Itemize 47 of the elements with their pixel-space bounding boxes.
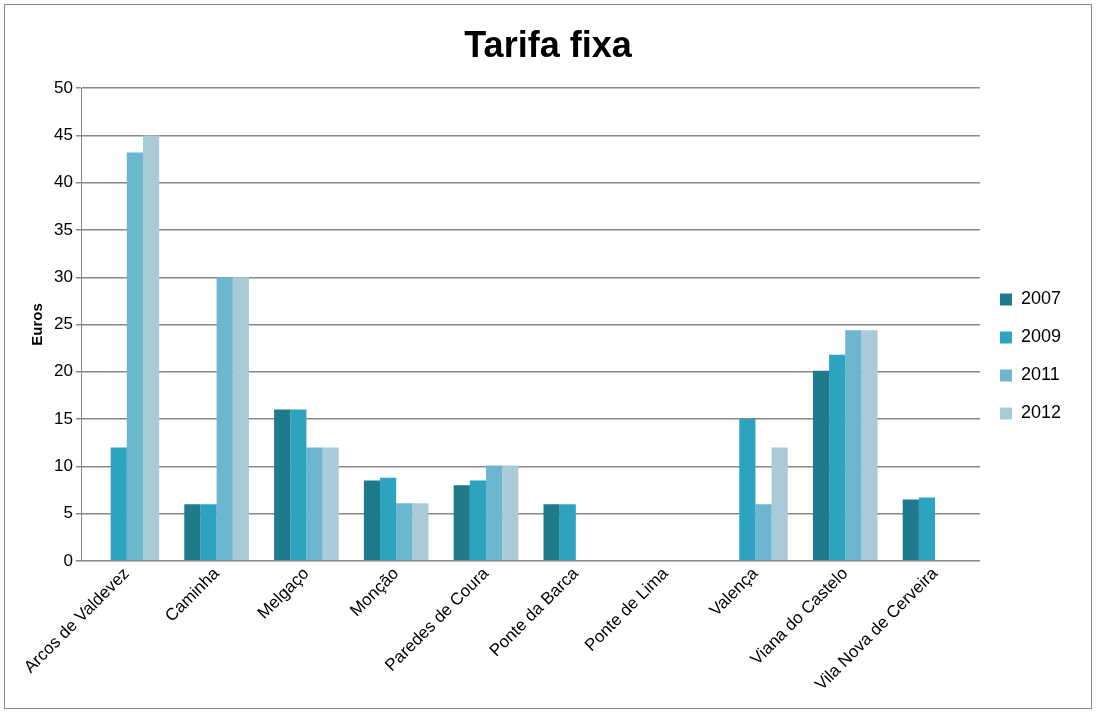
bar — [559, 504, 576, 561]
bar — [380, 477, 397, 561]
bar — [412, 503, 429, 561]
y-axis-title: Euros — [28, 303, 46, 346]
bar — [142, 135, 160, 561]
bar — [453, 485, 470, 561]
bar — [216, 277, 233, 561]
bar — [502, 465, 519, 561]
y-tick-label: 5 — [63, 503, 73, 523]
y-tick-label: 15 — [53, 408, 73, 428]
bar — [771, 447, 788, 561]
bar — [543, 504, 560, 561]
bar — [812, 370, 830, 561]
legend-label: 2009 — [1020, 326, 1061, 347]
legend-label: 2011 — [1020, 364, 1060, 385]
bar — [396, 503, 413, 561]
bar — [290, 409, 307, 561]
bar — [200, 504, 217, 561]
bar — [486, 465, 503, 561]
bar — [861, 330, 878, 561]
bar — [232, 277, 249, 561]
y-tick-label: 10 — [53, 456, 73, 476]
bar — [845, 330, 862, 561]
bar — [110, 447, 127, 561]
bar — [755, 504, 772, 561]
y-tick-label: 35 — [53, 219, 73, 239]
y-tick-label: 50 — [53, 77, 73, 97]
y-tick-label: 30 — [53, 266, 73, 286]
y-tick-label: 45 — [53, 125, 73, 145]
y-tick-label: 40 — [53, 172, 73, 192]
chart-title: Tarifa fixa — [464, 23, 633, 65]
bar — [739, 419, 756, 561]
bar — [274, 409, 291, 561]
bar — [306, 447, 323, 561]
bar — [918, 497, 936, 561]
y-tick-label: 0 — [63, 550, 73, 570]
bar — [829, 354, 846, 561]
bar — [902, 499, 919, 561]
bar — [126, 152, 143, 561]
y-tick-label: 25 — [53, 314, 73, 334]
legend-label: 2007 — [1020, 288, 1061, 309]
bar — [469, 480, 487, 561]
bar — [184, 504, 201, 561]
bar — [363, 480, 381, 561]
legend-label: 2012 — [1020, 402, 1061, 423]
y-tick-label: 20 — [53, 361, 73, 381]
bar — [322, 447, 339, 561]
